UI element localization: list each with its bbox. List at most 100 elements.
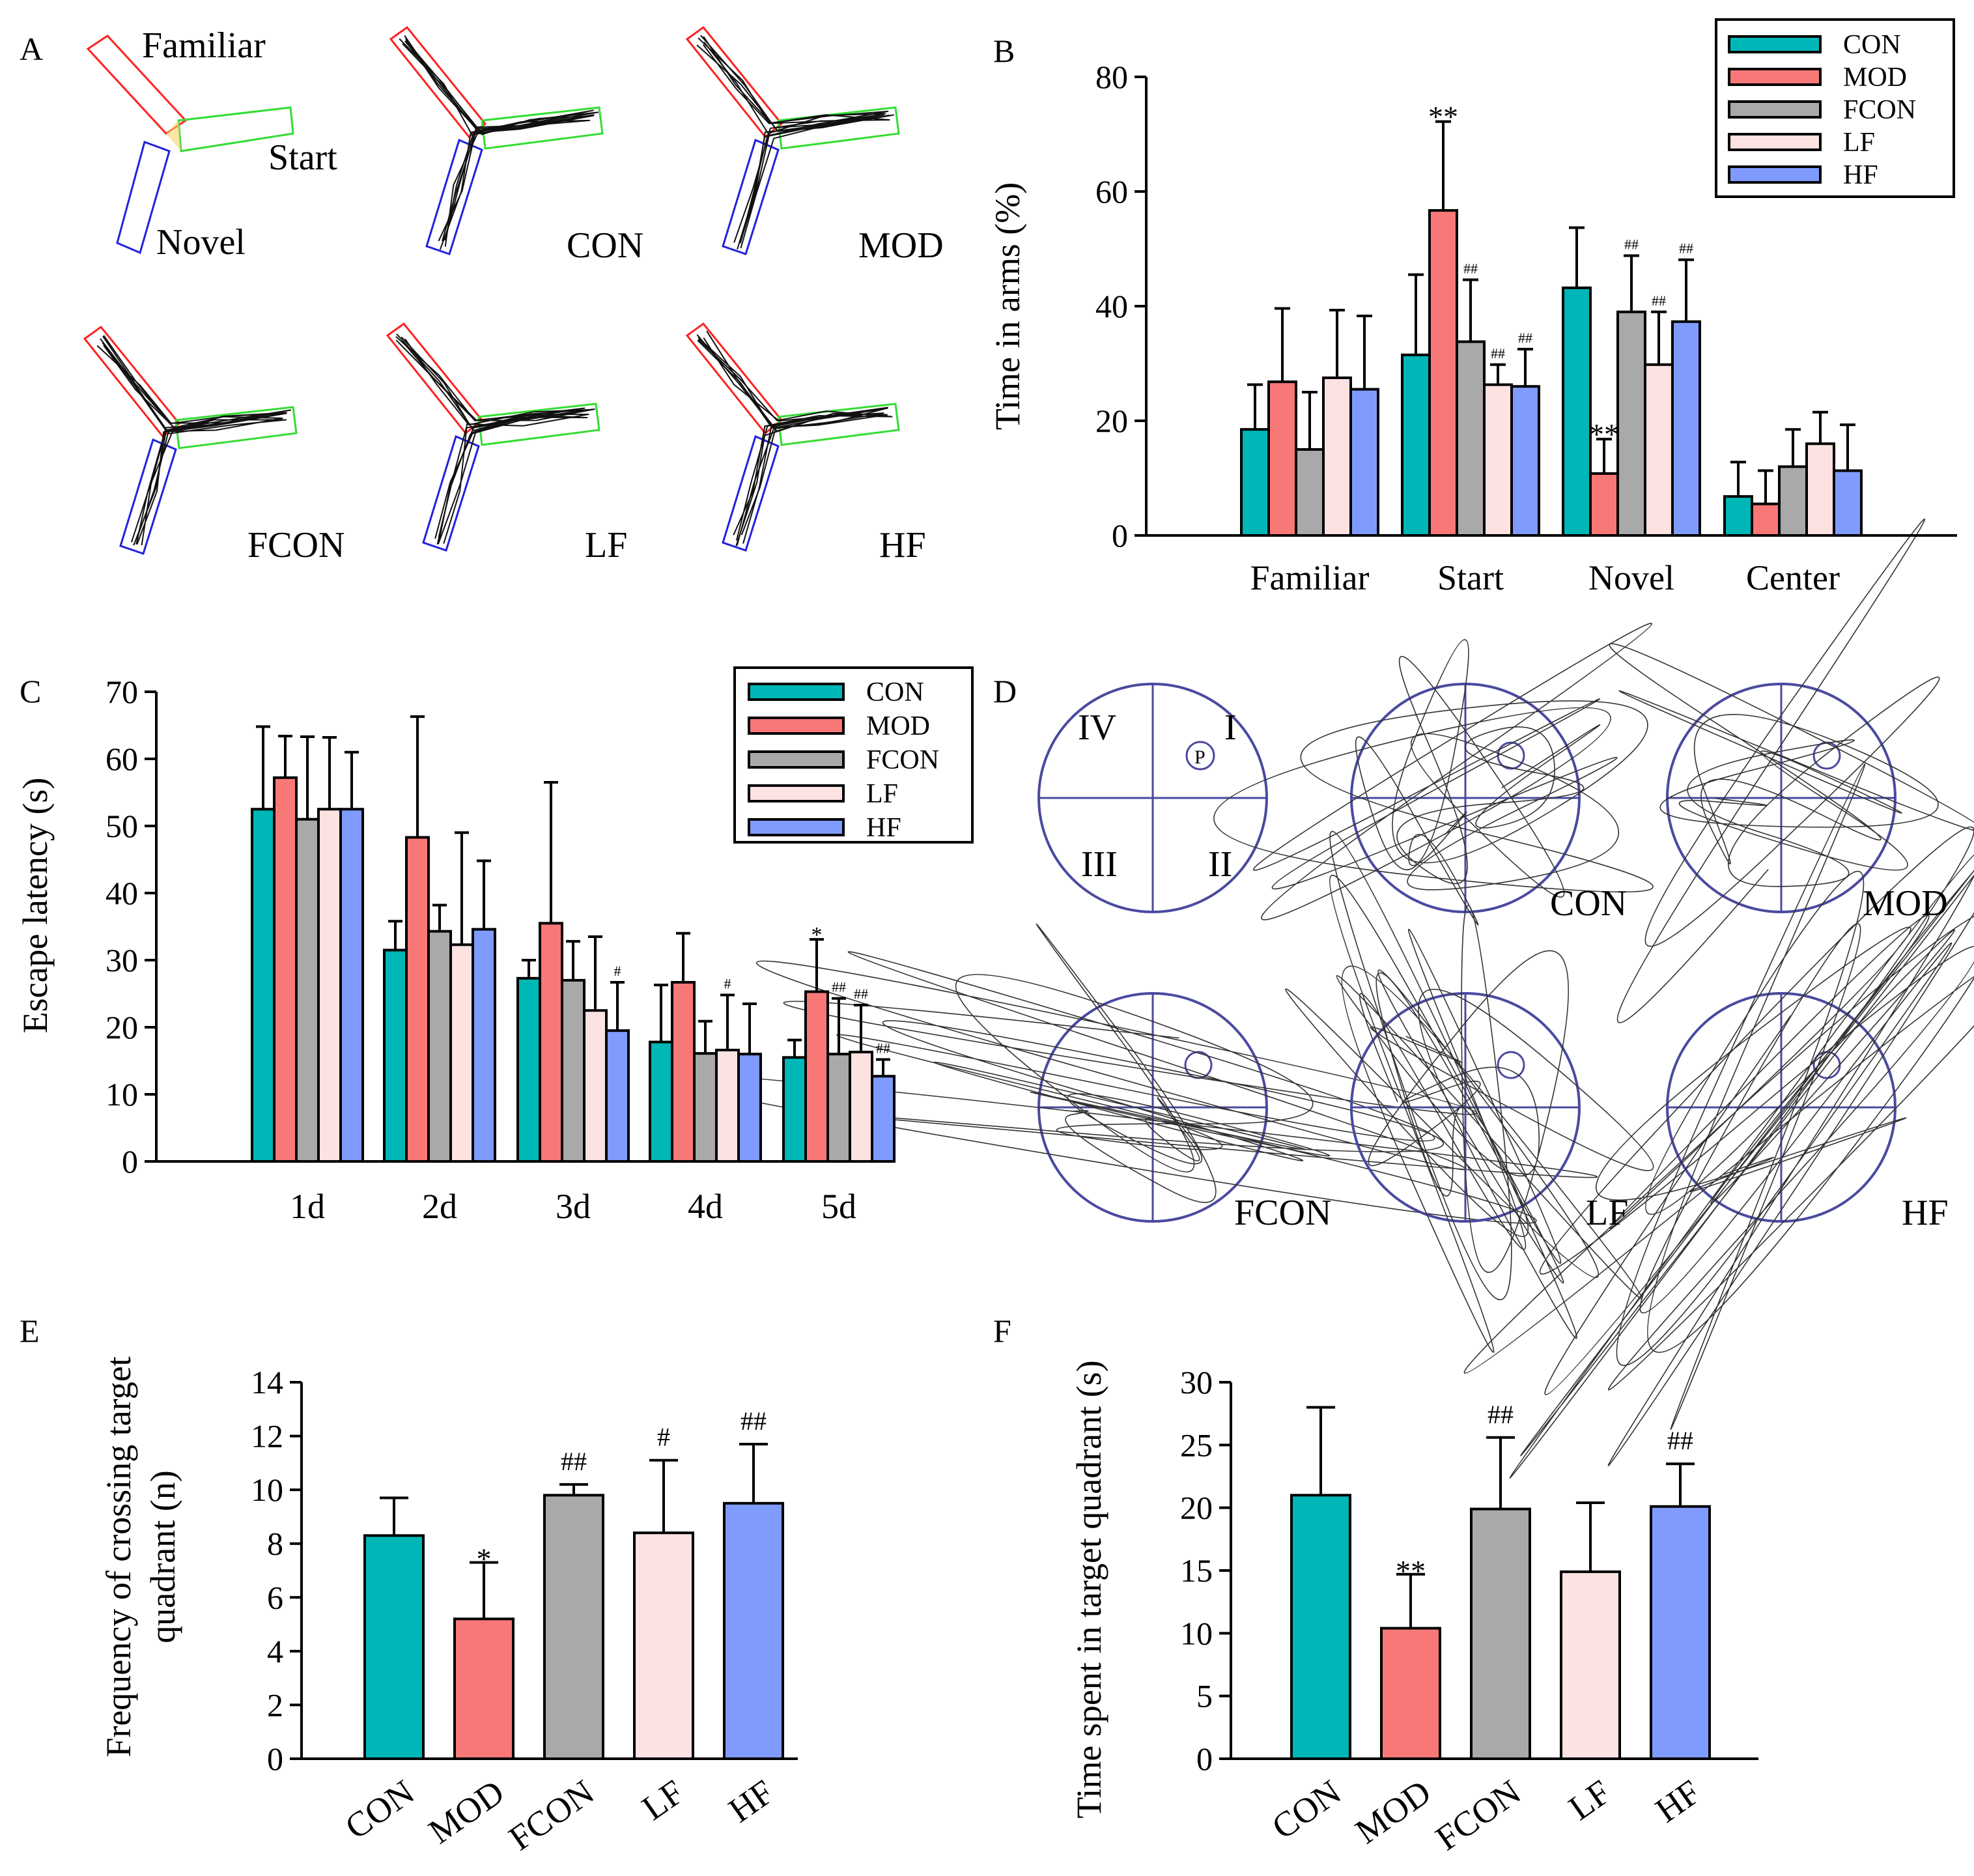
familiar-arm — [389, 25, 487, 139]
mouse-track — [405, 40, 599, 242]
y-maze-panel: Familiar Start Novel CON MOD FCON LF HF — [83, 25, 944, 565]
mwm-track-lf — [1285, 831, 1654, 1353]
significance-mark: ## — [1624, 236, 1639, 253]
x-tick-label-mod: MOD — [421, 1772, 511, 1851]
quadrant-ii-label: II — [1208, 844, 1232, 885]
mouse-track — [703, 44, 890, 243]
chart-f-target-quadrant-time: 0 5 10 15 20 25 30 CON ** MOD ## FCON LF ## HF Time spe… — [1069, 1360, 1758, 1858]
significance-mark: ## — [1652, 292, 1666, 309]
ymaze-track-hf — [685, 322, 900, 552]
y-tick-label: 8 — [267, 1526, 283, 1562]
mouse-track — [703, 41, 886, 244]
maze-center — [166, 121, 181, 151]
mwm-label-mod: MOD — [1863, 883, 1948, 924]
bar-hf-familiar — [1349, 388, 1379, 537]
bar-con-center — [1723, 495, 1753, 537]
mouse-track — [703, 36, 884, 244]
y-tick-label: 10 — [106, 1076, 138, 1113]
start-arm — [175, 406, 298, 449]
y-tick-label: 70 — [106, 674, 138, 710]
quadrant-i-label: I — [1224, 707, 1237, 748]
bar-lf-novel — [1644, 363, 1674, 537]
platform-marker — [1497, 741, 1525, 770]
legend-label-lf: LF — [866, 779, 898, 809]
mouse-track — [703, 337, 888, 541]
bar-lf-2d — [449, 943, 474, 1163]
bar-hf-2d — [472, 928, 496, 1163]
start-arm — [777, 403, 900, 446]
significance-mark: # — [614, 963, 621, 979]
y-axis-title: Escape latency (s) — [16, 778, 55, 1034]
legend-swatch-con — [1728, 35, 1822, 53]
mouse-track — [399, 38, 595, 247]
x-tick-label-start: Start — [1437, 558, 1504, 597]
y-axis-title: Time in arms (%) — [988, 182, 1027, 430]
mouse-track — [401, 336, 594, 538]
bar-mod — [1380, 1627, 1441, 1761]
y-tick-label: 40 — [1095, 288, 1128, 324]
bar-lf-1d — [317, 808, 342, 1163]
legend-swatch-lf — [748, 784, 845, 803]
ymaze-track-con — [389, 25, 604, 255]
mouse-track — [706, 330, 888, 544]
bar-con-3d — [516, 976, 541, 1163]
start-arm — [477, 403, 600, 446]
bar-hf — [723, 1501, 784, 1760]
mwm-track-con — [1213, 623, 1654, 926]
mouse-track — [103, 345, 283, 546]
significance-mark: ## — [740, 1406, 767, 1436]
bar-mod-1d — [273, 776, 298, 1163]
mouse-track — [404, 40, 595, 241]
y-tick-label: 0 — [1112, 517, 1128, 554]
bar-con-2d — [383, 948, 408, 1163]
y-tick-label: 15 — [1180, 1552, 1213, 1589]
significance-mark: ## — [1488, 1400, 1514, 1429]
x-tick-label-hf: HF — [722, 1772, 781, 1830]
bar-hf-4d — [737, 1053, 762, 1163]
bar-fcon-2d — [427, 930, 452, 1163]
panel-label-b: B — [993, 33, 1015, 69]
y-tick-label: 0 — [122, 1143, 138, 1180]
ymaze-label-mod: MOD — [858, 225, 944, 266]
mouse-track — [698, 337, 884, 535]
x-tick-label-3d: 3d — [556, 1187, 591, 1226]
bar-con-start — [1401, 353, 1431, 537]
novel-arm-label: Novel — [156, 222, 246, 263]
bar-con-4d — [649, 1040, 673, 1163]
significance-mark: ## — [1518, 330, 1532, 346]
significance-mark: ## — [1679, 240, 1693, 257]
mouse-track — [696, 334, 887, 546]
bar-con-novel — [1562, 286, 1592, 537]
novel-arm — [119, 438, 177, 555]
bar-lf-4d — [715, 1049, 740, 1163]
significance-mark: ## — [854, 986, 868, 1002]
pool-schematic: P I II III IV — [1037, 683, 1268, 913]
legend-label-con: CON — [1843, 30, 1901, 60]
novel-arm — [422, 434, 480, 552]
bar-fcon — [1470, 1507, 1531, 1760]
y-tick-label: 0 — [1196, 1741, 1213, 1777]
y-tick-label: 12 — [251, 1418, 283, 1455]
legend-swatch-con — [748, 683, 845, 701]
mouse-track — [395, 339, 595, 545]
ymaze-label-con: CON — [567, 225, 643, 266]
y-tick-label: 14 — [251, 1364, 283, 1400]
swim-path — [649, 924, 1598, 1224]
swim-path — [1463, 763, 1974, 1479]
bar-fcon-3d — [561, 978, 585, 1163]
bar-lf — [1560, 1570, 1621, 1761]
bar-fcon-4d — [693, 1052, 718, 1163]
bar-mod-familiar — [1267, 380, 1297, 537]
y-tick-label: 4 — [267, 1633, 283, 1670]
bar-fcon-center — [1778, 465, 1808, 537]
bar-lf-5d — [849, 1051, 873, 1163]
legend-swatch-fcon — [1728, 100, 1822, 119]
bar-mod — [453, 1617, 515, 1760]
mwm-label-con: CON — [1550, 883, 1627, 924]
ymaze-track-fcon — [83, 325, 298, 555]
significance-mark: * — [477, 1542, 492, 1576]
y-tick-label: 10 — [251, 1471, 283, 1508]
bar-con — [1290, 1494, 1351, 1760]
mouse-track — [103, 335, 292, 546]
